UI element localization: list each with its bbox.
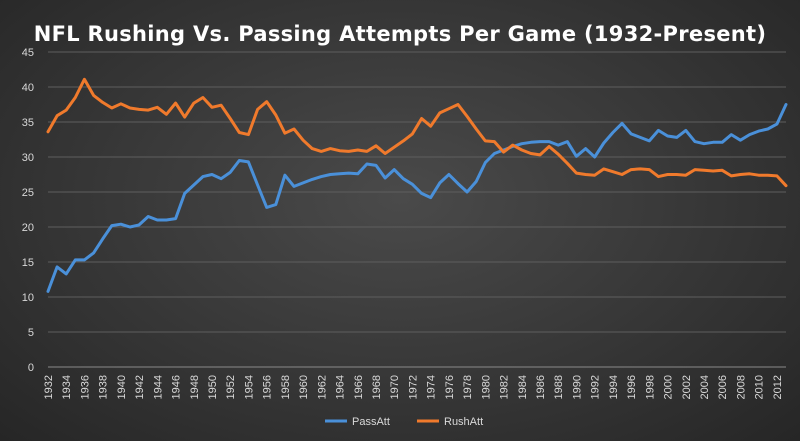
x-tick-label: 2004 — [699, 375, 711, 399]
y-tick-label: 10 — [22, 292, 34, 304]
x-tick-label: 1986 — [535, 375, 547, 399]
x-tick-label: 1998 — [644, 375, 656, 399]
x-tick-label: 1950 — [207, 375, 219, 399]
x-tick-label: 1932 — [43, 375, 55, 399]
x-tick-label: 1990 — [571, 375, 583, 399]
x-tick-label: 1934 — [61, 375, 73, 399]
x-tick-label: 2008 — [735, 375, 747, 399]
x-tick-label: 1938 — [98, 375, 110, 399]
x-tick-label: 1994 — [608, 375, 620, 399]
x-tick-label: 1982 — [499, 375, 511, 399]
x-tick-label: 1996 — [626, 375, 638, 399]
y-tick-label: 40 — [22, 82, 34, 94]
x-tick-label: 1976 — [444, 375, 456, 399]
x-tick-label: 1968 — [371, 375, 383, 399]
x-tick-label: 1944 — [152, 375, 164, 399]
y-tick-label: 35 — [22, 117, 34, 129]
y-tick-label: 45 — [22, 47, 34, 59]
x-tick-label: 1978 — [462, 375, 474, 399]
x-tick-label: 1936 — [79, 375, 91, 399]
x-tick-label: 2000 — [663, 375, 675, 399]
y-tick-label: 5 — [28, 327, 34, 339]
x-tick-label: 1964 — [335, 375, 347, 399]
x-tick-label: 1946 — [171, 375, 183, 399]
x-tick-label: 1954 — [243, 375, 255, 399]
x-tick-label: 1984 — [517, 375, 529, 399]
y-tick-label: 30 — [22, 152, 34, 164]
x-tick-label: 2002 — [681, 375, 693, 399]
y-tick-label: 0 — [28, 362, 34, 374]
x-tick-label: 2012 — [772, 375, 784, 399]
x-tick-label: 1962 — [316, 375, 328, 399]
x-tick-label: 1960 — [298, 375, 310, 399]
x-tick-label: 1948 — [189, 375, 201, 399]
x-tick-label: 1966 — [353, 375, 365, 399]
x-tick-label: 1992 — [590, 375, 602, 399]
series-line-passatt — [46, 103, 788, 293]
x-tick-label: 1956 — [262, 375, 274, 399]
y-tick-label: 25 — [22, 187, 34, 199]
x-tick-label: 1942 — [134, 375, 146, 399]
x-tick-label: 1974 — [426, 375, 438, 399]
x-tick-label: 2010 — [754, 375, 766, 399]
x-tick-label: 1980 — [480, 375, 492, 399]
x-tick-label: 2006 — [717, 375, 729, 399]
y-tick-label: 15 — [22, 257, 34, 269]
x-tick-label: 1970 — [389, 375, 401, 399]
x-tick-label: 1958 — [280, 375, 292, 399]
x-tick-label: 1940 — [116, 375, 128, 399]
y-tick-label: 20 — [22, 222, 34, 234]
legend-label: RushAtt — [444, 416, 483, 428]
x-tick-label: 1972 — [407, 375, 419, 399]
legend-label: PassAtt — [352, 416, 390, 428]
x-tick-label: 1988 — [553, 375, 565, 399]
series-line-rushatt — [46, 77, 788, 188]
chart-title: NFL Rushing Vs. Passing Attempts Per Gam… — [33, 22, 767, 46]
x-tick-label: 1952 — [225, 375, 237, 399]
